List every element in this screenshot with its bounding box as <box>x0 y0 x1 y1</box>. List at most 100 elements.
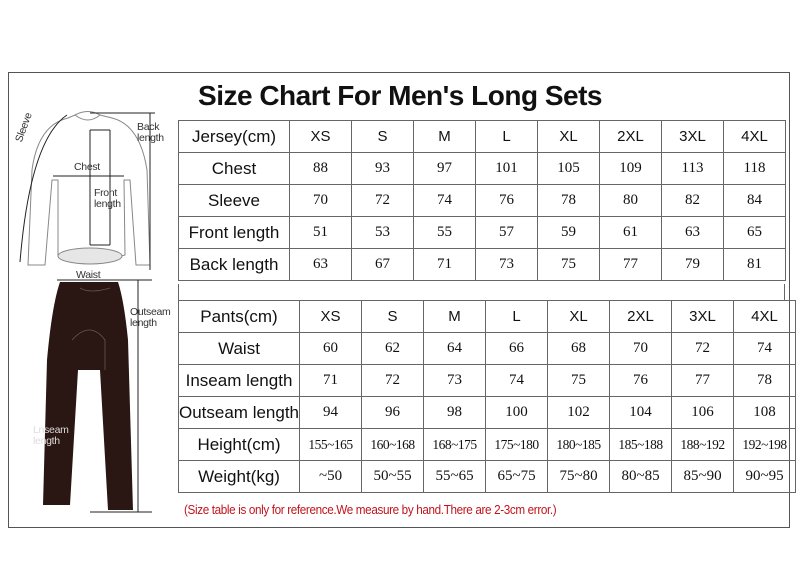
table-cell: 71 <box>413 248 476 281</box>
table-cell: 104 <box>609 396 673 429</box>
table-cell: 97 <box>413 152 476 185</box>
table-row: Inseam length 71 72 73 74 75 76 77 78 <box>177 364 797 397</box>
table-cell: 51 <box>289 216 352 249</box>
column-header: M <box>413 120 476 153</box>
column-header: 2XL <box>599 120 662 153</box>
page-title: Size Chart For Men's Long Sets <box>198 80 602 111</box>
table-cell: 73 <box>475 248 538 281</box>
table-cell: 101 <box>475 152 538 185</box>
table-cell: 75 <box>537 248 600 281</box>
table-cell: 105 <box>537 152 600 185</box>
column-header: 2XL <box>609 300 673 333</box>
table-cell: 57 <box>475 216 538 249</box>
column-header: Pants(cm) <box>177 300 301 333</box>
column-header: 3XL <box>671 300 735 333</box>
table-cell: 85~90 <box>671 460 735 493</box>
table-cell: 102 <box>547 396 611 429</box>
table-cell: 63 <box>661 216 724 249</box>
table-row: Chest 88 93 97 101 105 109 113 118 <box>178 152 786 185</box>
table-cell: 175~180 <box>485 428 549 461</box>
pants-size-table: Pants(cm) XS S M L XL 2XL 3XL 4XL Waist 60 62 64 66 68… <box>177 300 797 493</box>
table-cell: 192~198 <box>733 428 797 461</box>
table-cell: 98 <box>423 396 487 429</box>
table-cell: 72 <box>361 364 425 397</box>
table-cell: 82 <box>661 184 724 217</box>
column-header: 4XL <box>723 120 786 153</box>
table-cell: 77 <box>599 248 662 281</box>
front-length-label: Front length <box>94 187 121 210</box>
table-cell: 106 <box>671 396 735 429</box>
table-row: Outseam length 94 96 98 100 102 104 106 108 <box>177 396 797 429</box>
table-cell: 66 <box>485 332 549 365</box>
table-cell: 185~188 <box>609 428 673 461</box>
table-row: Height(cm) 155~165 160~168 168~175 175~180 18… <box>177 428 797 461</box>
row-label: Outseam length <box>177 396 301 429</box>
column-header: Jersey(cm) <box>178 120 290 153</box>
table-cell: 65 <box>723 216 786 249</box>
table-cell: ~50 <box>299 460 363 493</box>
table-cell: 74 <box>485 364 549 397</box>
table-cell: 96 <box>361 396 425 429</box>
table-row: Back length 63 67 71 73 75 77 79 81 <box>178 248 786 281</box>
row-label: Back length <box>178 248 290 281</box>
table-cell: 55~65 <box>423 460 487 493</box>
table-cell: 168~175 <box>423 428 487 461</box>
table-cell: 72 <box>671 332 735 365</box>
table-row: Waist 60 62 64 66 68 70 72 74 <box>177 332 797 365</box>
table-cell: 61 <box>599 216 662 249</box>
pants-drawing <box>43 282 133 510</box>
table-cell: 55 <box>413 216 476 249</box>
table-cell: 80 <box>599 184 662 217</box>
column-header: 4XL <box>733 300 797 333</box>
table-spacer <box>178 284 785 300</box>
table-cell: 62 <box>361 332 425 365</box>
table-cell: 75~80 <box>547 460 611 493</box>
jersey-drawing <box>27 111 151 266</box>
table-cell: 113 <box>661 152 724 185</box>
table-cell: 160~168 <box>361 428 425 461</box>
table-cell: 60 <box>299 332 363 365</box>
row-label: Sleeve <box>178 184 290 217</box>
table-cell: 74 <box>733 332 797 365</box>
table-cell: 188~192 <box>671 428 735 461</box>
jersey-size-table: Jersey(cm) XS S M L XL 2XL 3XL 4XL Chest 88 93 97 101… <box>178 120 786 281</box>
table-cell: 67 <box>351 248 414 281</box>
column-header: S <box>361 300 425 333</box>
column-header: XS <box>289 120 352 153</box>
table-cell: 63 <box>289 248 352 281</box>
sleeve-measure-line <box>19 114 68 263</box>
table-cell: 76 <box>475 184 538 217</box>
table-cell: 70 <box>289 184 352 217</box>
table-cell: 50~55 <box>361 460 425 493</box>
table-cell: 73 <box>423 364 487 397</box>
table-cell: 80~85 <box>609 460 673 493</box>
table-cell: 155~165 <box>299 428 363 461</box>
garment-illustration <box>19 111 155 513</box>
table-cell: 68 <box>547 332 611 365</box>
table-cell: 79 <box>661 248 724 281</box>
table-cell: 75 <box>547 364 611 397</box>
table-cell: 76 <box>609 364 673 397</box>
table-cell: 84 <box>723 184 786 217</box>
header-row: Jersey(cm) XS S M L XL 2XL 3XL 4XL <box>178 120 786 153</box>
chest-label: Chest <box>74 161 100 173</box>
waist-label: Waist <box>76 269 101 281</box>
table-cell: 72 <box>351 184 414 217</box>
table-row: Sleeve 70 72 74 76 78 80 82 84 <box>178 184 786 217</box>
column-header: S <box>351 120 414 153</box>
table-cell: 65~75 <box>485 460 549 493</box>
column-header: XL <box>537 120 600 153</box>
table-cell: 90~95 <box>733 460 797 493</box>
table-cell: 180~185 <box>547 428 611 461</box>
column-header: M <box>423 300 487 333</box>
column-header: L <box>475 120 538 153</box>
table-cell: 71 <box>299 364 363 397</box>
row-label: Waist <box>177 332 301 365</box>
table-cell: 74 <box>413 184 476 217</box>
table-cell: 78 <box>537 184 600 217</box>
table-cell: 53 <box>351 216 414 249</box>
table-row: Weight(kg) ~50 50~55 55~65 65~75 75~80 80~85 85… <box>177 460 797 493</box>
column-header: L <box>485 300 549 333</box>
table-cell: 70 <box>609 332 673 365</box>
column-header: XL <box>547 300 611 333</box>
